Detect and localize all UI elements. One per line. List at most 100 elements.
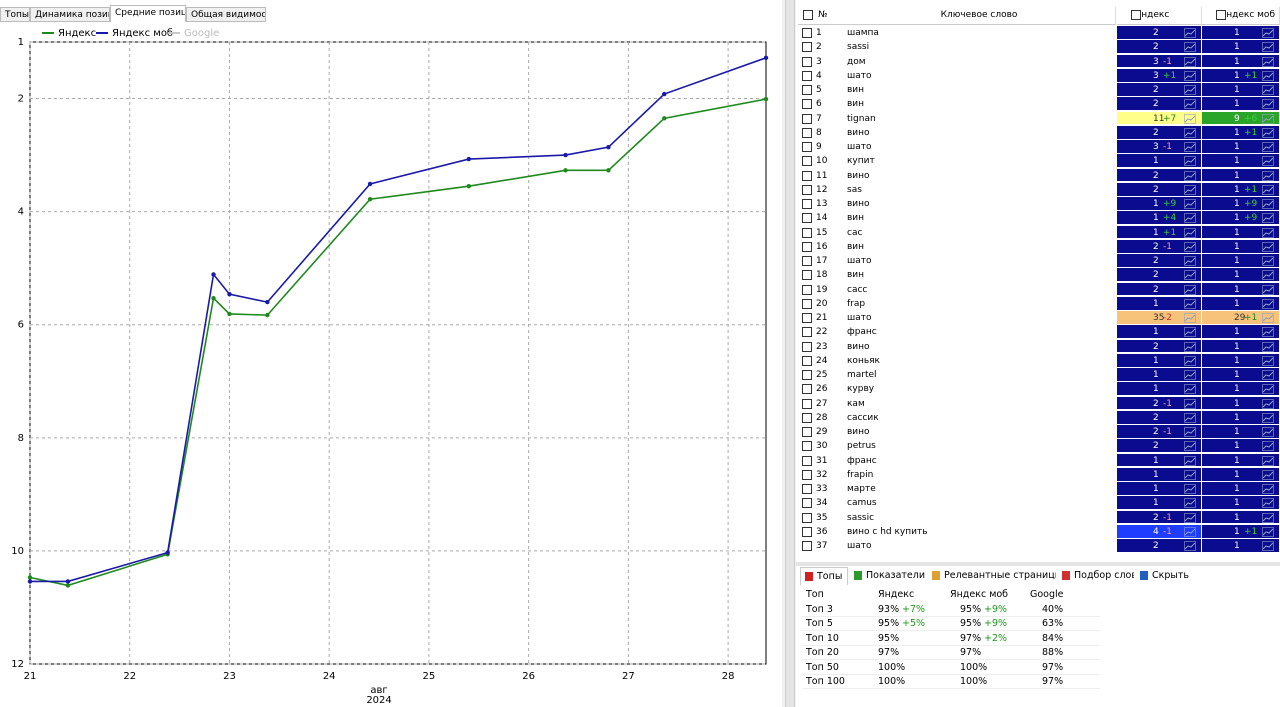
tab[interactable]: Общая видимость [186, 7, 266, 22]
checkbox[interactable] [802, 142, 812, 152]
checkbox[interactable] [802, 298, 812, 309]
chart-icon[interactable] [1262, 85, 1274, 95]
checkbox[interactable] [802, 341, 812, 352]
chart-icon[interactable] [1262, 298, 1274, 309]
checkbox[interactable] [802, 327, 812, 338]
tab[interactable]: Средние позиции [110, 5, 186, 22]
chart-icon[interactable] [1262, 441, 1274, 452]
chart-icon[interactable] [1184, 241, 1196, 252]
splitter[interactable] [785, 0, 795, 707]
chart-icon[interactable] [1184, 398, 1196, 409]
checkbox[interactable] [802, 284, 812, 295]
checkbox[interactable] [802, 484, 812, 494]
chart-icon[interactable] [1262, 341, 1274, 352]
checkbox[interactable] [802, 270, 812, 281]
chart-icon[interactable] [1262, 270, 1274, 281]
bottom-tab[interactable]: Релевантные страницы [928, 567, 1056, 585]
checkbox[interactable] [802, 199, 812, 209]
bottom-tab[interactable]: Подбор слов [1058, 567, 1134, 585]
chart-icon[interactable] [1184, 56, 1196, 67]
checkbox[interactable] [802, 370, 812, 380]
checkbox[interactable] [802, 42, 812, 53]
chart-icon[interactable] [1184, 412, 1196, 423]
chart-icon[interactable] [1184, 70, 1196, 81]
checkbox[interactable] [802, 455, 812, 466]
checkbox[interactable] [802, 184, 812, 195]
chart-icon[interactable] [1262, 384, 1274, 395]
checkbox[interactable] [802, 526, 812, 537]
chart-icon[interactable] [1184, 156, 1196, 167]
checkbox[interactable] [802, 512, 812, 523]
checkbox[interactable] [802, 56, 812, 67]
tab[interactable]: Динамика позиций [30, 7, 110, 22]
chart-icon[interactable] [1262, 156, 1274, 167]
chart-icon[interactable] [1184, 127, 1196, 138]
column-header[interactable]: № [798, 7, 845, 25]
column-header[interactable]: Яндекс [1117, 7, 1202, 25]
checkbox[interactable] [802, 99, 812, 110]
chart-icon[interactable] [1262, 241, 1274, 252]
chart-icon[interactable] [1184, 199, 1196, 209]
chart-icon[interactable] [1262, 42, 1274, 53]
column-header[interactable]: Ключевое слово [843, 7, 1116, 25]
chart-icon[interactable] [1262, 313, 1274, 323]
checkbox[interactable] [803, 10, 813, 20]
chart-icon[interactable] [1184, 85, 1196, 95]
chart-icon[interactable] [1184, 441, 1196, 452]
chart-icon[interactable] [1262, 199, 1274, 209]
chart-icon[interactable] [1184, 270, 1196, 281]
chart-icon[interactable] [1262, 113, 1274, 124]
chart-icon[interactable] [1262, 99, 1274, 110]
chart-icon[interactable] [1184, 298, 1196, 309]
checkbox[interactable] [802, 28, 812, 38]
chart-icon[interactable] [1262, 184, 1274, 195]
checkbox[interactable] [802, 256, 812, 266]
checkbox[interactable] [802, 85, 812, 95]
checkbox[interactable] [802, 541, 812, 551]
chart-icon[interactable] [1262, 213, 1274, 224]
checkbox[interactable] [802, 469, 812, 480]
bottom-tab[interactable]: Показатели [850, 567, 926, 585]
chart-icon[interactable] [1184, 170, 1196, 181]
checkbox[interactable] [802, 213, 812, 224]
chart-icon[interactable] [1184, 184, 1196, 195]
chart-icon[interactable] [1184, 327, 1196, 338]
checkbox[interactable] [802, 113, 812, 124]
checkbox[interactable] [802, 398, 812, 409]
chart-icon[interactable] [1262, 412, 1274, 423]
chart-icon[interactable] [1184, 42, 1196, 53]
chart-icon[interactable] [1262, 370, 1274, 380]
chart-icon[interactable] [1262, 170, 1274, 181]
tab[interactable]: Топы [0, 7, 30, 22]
checkbox[interactable] [802, 241, 812, 252]
chart-icon[interactable] [1184, 427, 1196, 437]
chart-icon[interactable] [1184, 526, 1196, 537]
chart-icon[interactable] [1262, 127, 1274, 138]
chart-icon[interactable] [1184, 142, 1196, 152]
checkbox[interactable] [802, 384, 812, 395]
checkbox[interactable] [802, 127, 812, 138]
bottom-tab[interactable]: Топы [800, 567, 848, 585]
checkbox[interactable] [802, 313, 812, 323]
chart-icon[interactable] [1184, 498, 1196, 509]
checkbox[interactable] [802, 412, 812, 423]
chart-icon[interactable] [1262, 484, 1274, 494]
chart-icon[interactable] [1184, 28, 1196, 38]
checkbox[interactable] [1131, 10, 1141, 20]
checkbox[interactable] [802, 427, 812, 437]
chart-icon[interactable] [1184, 313, 1196, 323]
bottom-tab[interactable]: Скрыть [1136, 567, 1196, 585]
chart-icon[interactable] [1184, 541, 1196, 551]
chart-icon[interactable] [1184, 99, 1196, 110]
checkbox[interactable] [802, 70, 812, 81]
chart-icon[interactable] [1262, 327, 1274, 338]
chart-icon[interactable] [1262, 455, 1274, 466]
chart-icon[interactable] [1262, 526, 1274, 537]
chart-icon[interactable] [1184, 469, 1196, 480]
chart-icon[interactable] [1262, 355, 1274, 366]
chart-icon[interactable] [1184, 227, 1196, 238]
chart-icon[interactable] [1262, 142, 1274, 152]
chart-icon[interactable] [1262, 28, 1274, 38]
checkbox[interactable] [1216, 10, 1226, 20]
checkbox[interactable] [802, 156, 812, 167]
